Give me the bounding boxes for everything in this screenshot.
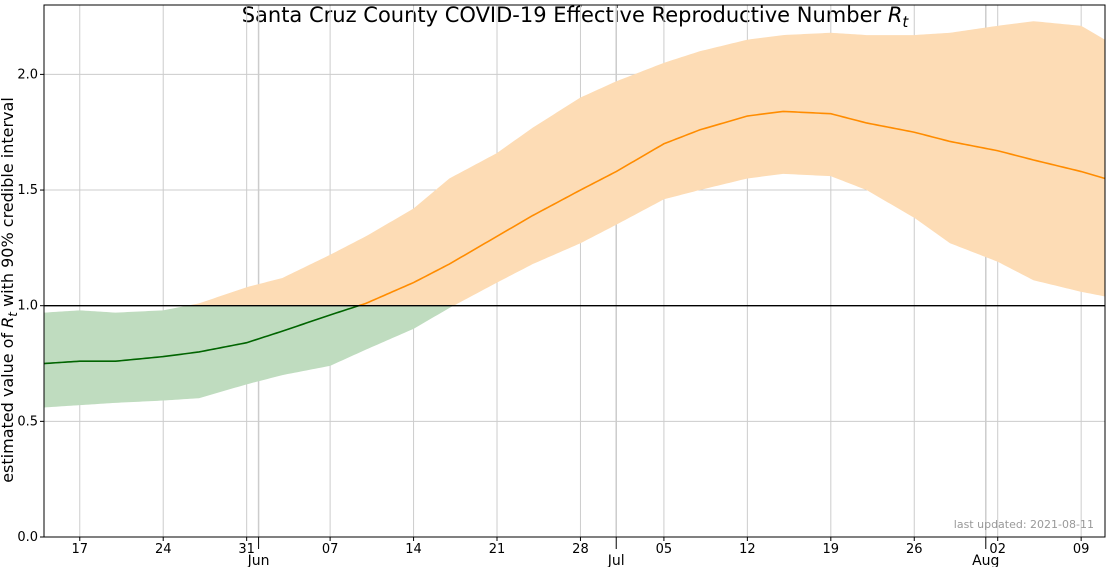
median-lines — [43, 110, 1106, 365]
median-line-below-one — [43, 304, 359, 365]
y-axis-label-part: with 90% credible interval — [0, 97, 17, 312]
y-axis-label-symbol-sub: t — [6, 311, 20, 317]
lower-credible-band — [44, 305, 454, 408]
chart-title-symbol-sub: t — [902, 13, 909, 31]
axes: 0.0 0.5 1.0 1.5 2.0 17 24 31 07 14 21 28 05 12 19 26 02 0… — [17, 67, 1089, 567]
x-tick-label: 26 — [906, 542, 923, 557]
x-tick-label: 17 — [71, 542, 88, 557]
x-tick-label: 31 — [238, 542, 255, 557]
y-tick-label: 1.0 — [17, 299, 38, 314]
upper-credible-band — [187, 21, 1105, 306]
credible-interval-bands — [44, 21, 1105, 408]
chart-title: Santa Cruz County COVID-19 Effective Rep… — [242, 3, 910, 31]
y-tick-label: 0.5 — [17, 414, 38, 429]
x-month-label: Jun — [247, 553, 270, 567]
x-month-label: Jul — [607, 553, 625, 567]
median-line-above-one — [358, 110, 1106, 307]
chart-title-text: Santa Cruz County COVID-19 Effective Rep… — [242, 3, 882, 27]
last-updated-note: last updated: 2021-08-11 — [954, 518, 1094, 531]
x-tick-label: 12 — [739, 542, 756, 557]
y-tick-label: 0.0 — [17, 530, 38, 545]
plot-frame — [43, 4, 1106, 538]
y-axis-label-part: estimated value of — [0, 328, 17, 483]
y-axis-label-symbol: R — [0, 317, 17, 328]
x-month-label: Aug — [972, 553, 999, 567]
y-tick-label: 1.5 — [17, 183, 38, 198]
y-tick-label: 2.0 — [17, 67, 38, 82]
x-tick-label: 05 — [656, 542, 673, 557]
x-tick-label: 09 — [1073, 542, 1090, 557]
x-tick-label: 19 — [823, 542, 840, 557]
chart-title-symbol: R — [888, 3, 903, 27]
y-axis-label: estimated value of Rt with 90% credible … — [0, 97, 20, 483]
x-tick-label: 14 — [405, 542, 422, 557]
x-tick-label: 28 — [572, 542, 589, 557]
x-tick-label: 02 — [989, 542, 1006, 557]
x-tick-label: 21 — [489, 542, 506, 557]
x-tick-label: 24 — [155, 542, 172, 557]
x-tick-label: 07 — [322, 542, 339, 557]
